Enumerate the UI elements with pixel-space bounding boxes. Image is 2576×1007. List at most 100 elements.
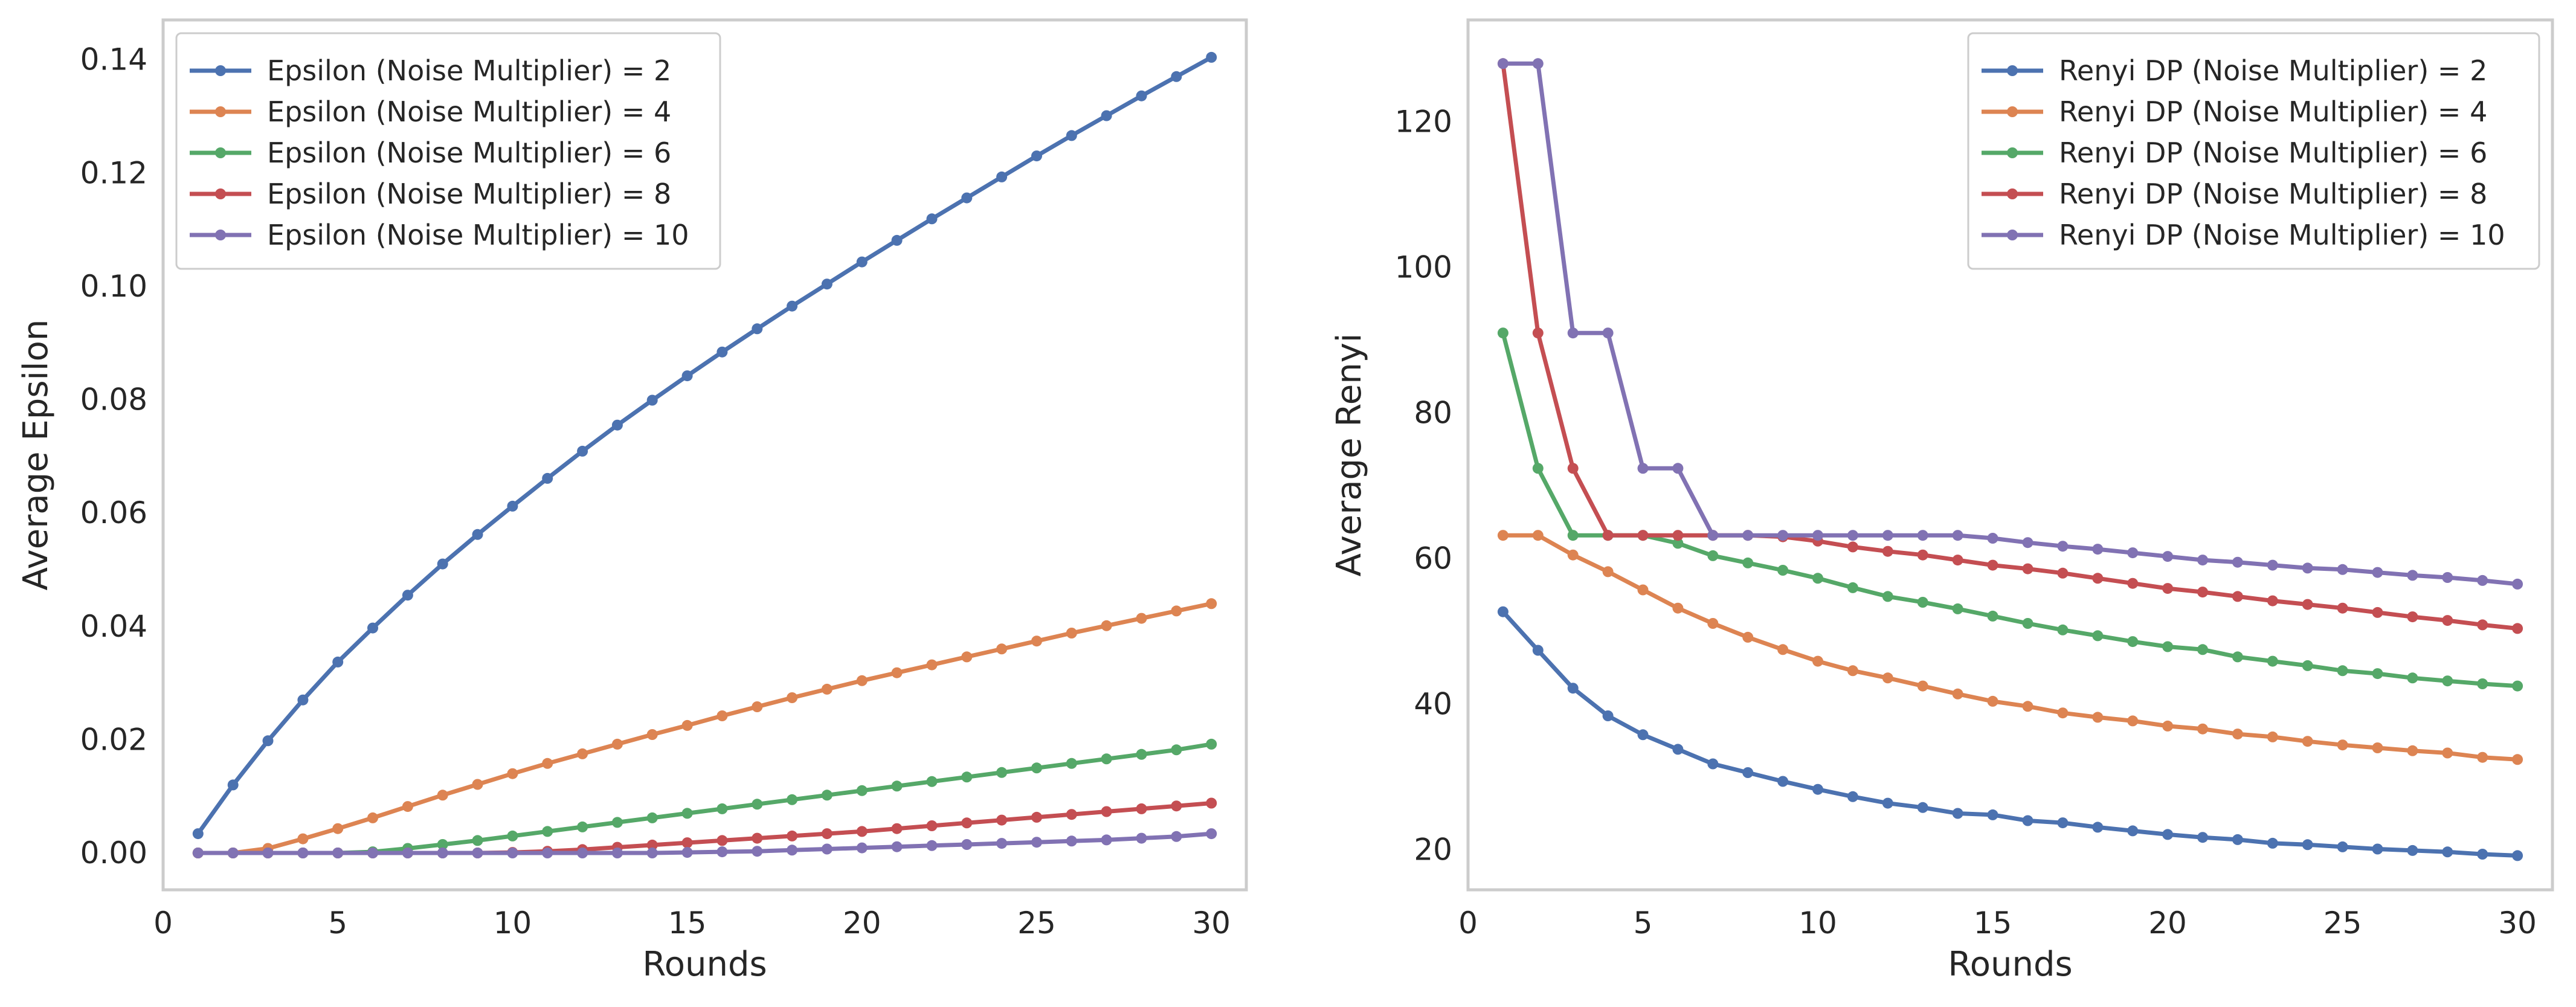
data-point — [1532, 463, 1544, 474]
data-point — [2232, 591, 2243, 602]
data-point — [1742, 557, 1754, 568]
data-point — [227, 779, 239, 791]
data-point — [1777, 644, 1789, 655]
data-point — [1206, 828, 1217, 840]
data-point — [2267, 595, 2278, 606]
data-point — [1101, 834, 1112, 846]
data-point — [1952, 688, 1963, 700]
data-point — [1637, 463, 1649, 474]
data-point — [1206, 51, 1217, 63]
epsilon-x-tick-label: 5 — [328, 906, 347, 941]
data-point — [2022, 563, 2033, 574]
renyi-x-tick-label: 20 — [2148, 906, 2187, 941]
data-point — [716, 803, 728, 814]
data-point — [891, 780, 903, 792]
data-point — [611, 817, 623, 828]
data-point — [1031, 811, 1042, 823]
data-point — [2092, 630, 2104, 642]
epsilon-x-axis-label: Rounds — [642, 945, 767, 984]
data-point — [1812, 573, 1823, 584]
data-point — [1917, 549, 1928, 561]
data-point — [2372, 742, 2383, 753]
data-point — [402, 848, 413, 858]
renyi-y-tick-label: 120 — [1395, 105, 1452, 140]
data-point — [926, 840, 938, 851]
data-point — [2512, 623, 2523, 634]
data-point — [2022, 815, 2033, 826]
data-point — [1637, 530, 1649, 541]
data-point — [297, 848, 309, 858]
data-point — [1031, 837, 1042, 848]
data-point — [1847, 541, 1858, 553]
data-point — [1602, 710, 1614, 721]
data-point — [262, 735, 274, 747]
data-point — [1497, 530, 1509, 541]
data-point — [2302, 839, 2313, 851]
data-point — [1532, 645, 1544, 656]
data-point — [577, 445, 588, 457]
data-point — [1066, 628, 1077, 639]
legend-marker-icon — [2007, 106, 2018, 117]
epsilon-chart: 0 5 10 15 20 25 30 0.00 0.02 0.04 0.06 0… — [16, 18, 1248, 984]
legend-label: Epsilon (Noise Multiplier) = 8 — [267, 178, 671, 210]
legend-label: Epsilon (Noise Multiplier) = 6 — [267, 137, 671, 169]
data-point — [1952, 808, 1963, 819]
data-point — [507, 768, 518, 779]
data-point — [611, 419, 623, 431]
data-point — [681, 370, 693, 382]
data-point — [2302, 562, 2313, 574]
data-point — [2162, 641, 2174, 652]
data-point — [577, 748, 588, 759]
data-point — [297, 833, 309, 845]
data-point — [1171, 831, 1182, 842]
data-point — [1136, 613, 1147, 624]
data-point — [752, 323, 763, 335]
data-point — [2197, 832, 2208, 843]
data-point — [507, 848, 518, 858]
legend-marker-icon — [2007, 188, 2018, 199]
data-point — [507, 830, 518, 841]
data-point — [1637, 729, 1649, 741]
data-point — [2302, 599, 2313, 610]
data-point — [821, 828, 832, 840]
data-point — [681, 847, 693, 858]
epsilon-series — [192, 51, 1217, 858]
data-point — [1707, 758, 1719, 770]
legend-entry: Renyi DP (Noise Multiplier) = 2 — [1982, 54, 2487, 87]
data-point — [1777, 565, 1789, 576]
data-point — [1812, 783, 1823, 795]
data-point — [1672, 463, 1684, 474]
data-point — [1101, 806, 1112, 817]
data-point — [2267, 731, 2278, 742]
data-point — [1171, 71, 1182, 82]
data-point — [2477, 574, 2488, 586]
data-point — [1987, 610, 1998, 622]
data-point — [996, 643, 1008, 655]
data-point — [926, 213, 938, 225]
series-line-0 — [1501, 610, 2518, 858]
data-point — [681, 719, 693, 731]
data-point — [1206, 738, 1217, 750]
data-point — [2372, 843, 2383, 855]
renyi-y-tick-label: 20 — [1414, 832, 1452, 867]
data-point — [262, 848, 274, 858]
data-point — [787, 692, 798, 703]
data-point — [1031, 150, 1042, 162]
data-point — [646, 812, 658, 823]
data-point — [332, 848, 344, 858]
data-point — [437, 839, 448, 850]
data-point — [297, 694, 309, 706]
data-point — [2197, 587, 2208, 598]
data-point — [1882, 545, 1893, 557]
data-point — [2057, 541, 2069, 552]
data-point — [2407, 570, 2418, 581]
data-point — [472, 835, 483, 846]
data-point — [402, 801, 413, 812]
data-point — [2232, 651, 2243, 663]
data-point — [2407, 845, 2418, 856]
epsilon-y-tick-label: 0.04 — [80, 609, 147, 644]
data-point — [752, 832, 763, 844]
data-point — [611, 848, 623, 858]
data-point — [2302, 660, 2313, 671]
legend-entry: Renyi DP (Noise Multiplier) = 8 — [1982, 178, 2487, 210]
